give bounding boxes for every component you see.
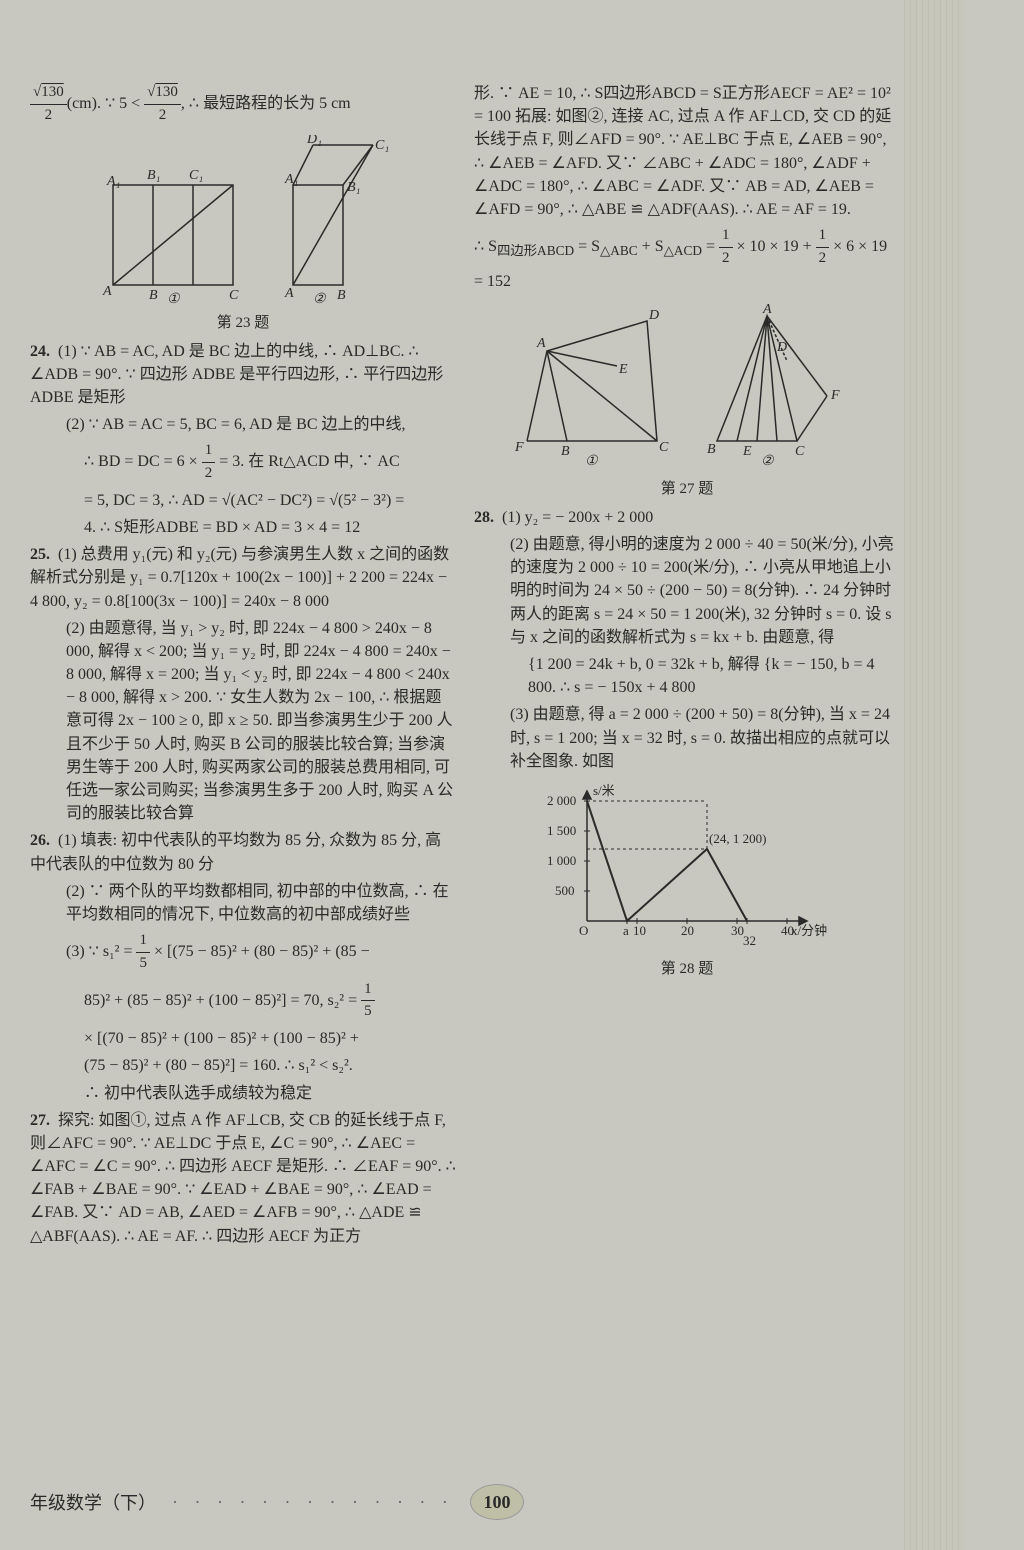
q28-1: 28.(1) y₂ = − 200x + 2 000 (474, 506, 900, 529)
svg-text:1 000: 1 000 (547, 853, 576, 868)
svg-text:a: a (623, 923, 629, 938)
svg-text:A: A (536, 336, 546, 351)
svg-text:E: E (618, 362, 628, 377)
svg-text:10: 10 (633, 923, 646, 938)
svg-text:40: 40 (781, 923, 794, 938)
svg-text:A₁: A₁ (106, 174, 120, 189)
svg-text:C: C (229, 288, 239, 303)
svg-text:B: B (707, 442, 716, 457)
svg-text:20: 20 (681, 923, 694, 938)
svg-text:①: ① (167, 292, 181, 305)
q26-3d: (75 − 85)² + (80 − 85)²] = 160. ∴ s₁² < … (30, 1054, 456, 1077)
top-expression: √1302(cm). ∵ 5 < √1302, ∴ 最短路程的长为 5 cm (30, 82, 456, 127)
svg-text:32: 32 (743, 933, 756, 948)
svg-text:O: O (579, 923, 588, 938)
svg-text:E: E (742, 444, 752, 459)
svg-text:F: F (830, 388, 840, 403)
q24-2d: 4. ∴ S矩形ADBE = BD × AD = 3 × 4 = 12 (30, 516, 456, 539)
svg-text:C₁: C₁ (189, 168, 203, 183)
q26-3b: 85)² + (85 − 85)² + (100 − 85)²] = 70, s… (30, 979, 456, 1024)
scan-edge-lines (904, 0, 964, 1550)
svg-text:①: ① (585, 454, 599, 469)
svg-text:(24, 1 200): (24, 1 200) (709, 831, 766, 846)
svg-text:B: B (561, 444, 570, 459)
svg-text:s/米: s/米 (593, 783, 615, 798)
q26-3c: × [(70 − 85)² + (100 − 85)² + (100 − 85)… (30, 1027, 456, 1050)
q28-2: (2) 由题意, 得小明的速度为 2 000 ÷ 40 = 50(米/分), 小… (474, 533, 900, 649)
q26-3e: ∴ 初中代表队选手成绩较为稳定 (30, 1082, 456, 1105)
q26-1: 26.(1) 填表: 初中代表队的平均数为 85 分, 众数为 85 分, 高中… (30, 829, 456, 875)
q27-area: ∴ S四边形ABCD = S△ABC + S△ACD = 12 × 10 × 1… (474, 225, 900, 293)
svg-text:500: 500 (555, 883, 575, 898)
svg-text:C: C (659, 440, 669, 455)
q24-2a: (2) ∵ AB = AC = 5, BC = 6, AD 是 BC 边上的中线… (30, 413, 456, 436)
figure-27: A D E C B F ① (474, 301, 900, 498)
q26-2: (2) ∵ 两个队的平均数都相同, 初中部的中位数高, ∴ 在平均数相同的情况下… (30, 880, 456, 926)
svg-text:B: B (149, 288, 158, 303)
q28-3: (3) 由题意, 得 a = 2 000 ÷ (200 + 50) = 8(分钟… (474, 703, 900, 773)
figure-28: s/米 x/分钟 500 1 000 1 500 2 000 a 10 20 3… (474, 781, 900, 978)
left-column: √1302(cm). ∵ 5 < √1302, ∴ 最短路程的长为 5 cm A… (30, 80, 456, 1530)
fig27-label: 第 27 题 (474, 477, 900, 498)
fig23-label: 第 23 题 (30, 311, 456, 332)
svg-text:D: D (648, 308, 659, 323)
q28-2sys: {1 200 = 24k + b, 0 = 32k + b, 解得 {k = −… (474, 653, 900, 699)
q25-1: 25.(1) 总费用 y₁(元) 和 y₂(元) 与参演男生人数 x 之间的函数… (30, 543, 456, 613)
svg-text:②: ② (761, 454, 775, 469)
svg-text:B₁: B₁ (147, 168, 160, 183)
svg-text:②: ② (313, 292, 327, 305)
svg-text:C: C (795, 444, 805, 459)
right-column: 形. ∵ AE = 10, ∴ S四边形ABCD = S正方形AECF = AE… (474, 80, 900, 1530)
page-footer: 年级数学（下） · · · · · · · · · · · · · 100 (30, 1484, 890, 1520)
q27-cont: 形. ∵ AE = 10, ∴ S四边形ABCD = S正方形AECF = AE… (474, 82, 900, 221)
svg-text:x/分钟: x/分钟 (791, 923, 827, 938)
svg-text:F: F (514, 440, 524, 455)
page-content: √1302(cm). ∵ 5 < √1302, ∴ 最短路程的长为 5 cm A… (20, 0, 910, 1550)
svg-text:A: A (102, 284, 112, 299)
svg-text:D₁: D₁ (306, 135, 322, 147)
svg-text:1 500: 1 500 (547, 823, 576, 838)
page-number: 100 (470, 1484, 524, 1520)
top-expr-tail: 最短路程的长为 5 cm (203, 95, 351, 112)
footer-label: 年级数学（下） (30, 1489, 156, 1515)
svg-text:A: A (762, 302, 772, 317)
q24-1: 24.(1) ∵ AB = AC, AD 是 BC 边上的中线, ∴ AD⊥BC… (30, 340, 456, 410)
svg-text:A₁: A₁ (284, 172, 298, 187)
q24-2b: ∴ BD = DC = 6 × 12 = 3. 在 Rt△ACD 中, ∵ AC (30, 440, 456, 485)
svg-text:B: B (337, 288, 346, 303)
fig28-label: 第 28 题 (474, 957, 900, 978)
svg-text:A: A (284, 286, 294, 301)
svg-text:C₁: C₁ (375, 138, 389, 153)
svg-text:B₁: B₁ (347, 180, 360, 195)
q26-3a: (3) ∵ s₁² = 15 × [(75 − 85)² + (80 − 85)… (30, 930, 456, 975)
q25-2: (2) 由题意得, 当 y₁ > y₂ 时, 即 224x − 4 800 > … (30, 617, 456, 826)
q27-body: 27.探究: 如图①, 过点 A 作 AF⊥CB, 交 CB 的延长线于点 F,… (30, 1109, 456, 1248)
footer-dots: · · · · · · · · · · · · · (172, 1492, 454, 1513)
q24-2c: = 5, DC = 3, ∴ AD = √(AC² − DC²) = √(5² … (30, 489, 456, 512)
svg-text:D: D (776, 340, 787, 355)
svg-text:2 000: 2 000 (547, 793, 576, 808)
figure-23: A₁ B₁ C₁ A B C ① D₁ (30, 135, 456, 332)
